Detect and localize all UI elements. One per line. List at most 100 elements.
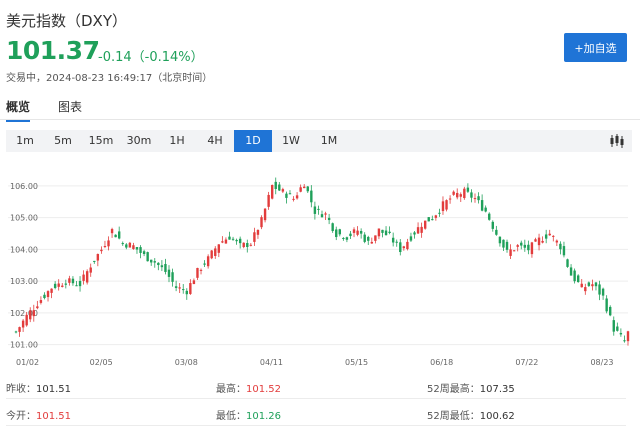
candle-body: [413, 232, 416, 235]
candle-body: [434, 215, 438, 218]
candle-body: [185, 290, 188, 295]
candle-body: [587, 282, 591, 286]
candle-body: [406, 241, 409, 250]
tab-overview[interactable]: 概览: [6, 98, 31, 122]
candle-body: [303, 186, 306, 189]
trading-status: 交易中，2024-08-23 16:49:17（北京时间）: [6, 73, 213, 84]
candle-body: [78, 280, 82, 287]
candle-body: [456, 192, 459, 198]
period-4h[interactable]: 4H: [207, 134, 223, 147]
candle-body: [231, 238, 235, 240]
period-1m[interactable]: 1m: [16, 134, 34, 147]
period-30m[interactable]: 30m: [126, 134, 152, 147]
candle-body: [281, 189, 285, 192]
candle-body: [18, 327, 21, 332]
candle-body: [263, 208, 267, 221]
candle-body: [367, 236, 370, 241]
candle-body: [576, 275, 580, 283]
period-5m[interactable]: 5m: [54, 134, 72, 147]
view-tabs: 概览 图表: [6, 98, 110, 122]
stat-prev-close: 昨收：101.51: [6, 384, 71, 395]
candle-body: [50, 288, 53, 293]
candle-body: [498, 236, 502, 244]
candle-body: [117, 231, 121, 239]
candle-body: [349, 233, 352, 237]
period-selector: 1m 5m 15m 30m 1H 4H 1D 1W 1M: [6, 130, 632, 152]
add-to-watchlist-button[interactable]: +加自选: [564, 33, 627, 62]
y-tick-label: 105.00: [10, 214, 38, 223]
candle-body: [320, 214, 324, 218]
candlestick-chart-icon[interactable]: [608, 133, 626, 149]
candle-body: [110, 229, 114, 234]
candle-body: [93, 260, 96, 262]
y-tick-label: 104.00: [10, 245, 38, 254]
candle-body: [509, 249, 512, 256]
candle-body: [527, 244, 530, 251]
candle-body: [246, 243, 249, 247]
candle-body: [548, 233, 551, 236]
candle-body: [228, 236, 231, 240]
candle-body: [85, 271, 89, 283]
candle-body: [427, 217, 430, 222]
candle-body: [224, 239, 228, 244]
candle-body: [505, 241, 509, 250]
candle-body: [206, 256, 210, 267]
candle-body: [164, 263, 167, 272]
y-tick-label: 103.00: [10, 277, 38, 286]
candle-body: [491, 221, 494, 229]
candle-body: [555, 240, 559, 243]
candle-body: [352, 229, 356, 233]
candle-body: [598, 284, 601, 295]
candle-body: [100, 249, 103, 252]
period-1mo[interactable]: 1M: [320, 134, 338, 147]
candle-body: [14, 331, 18, 333]
candle-body: [199, 269, 203, 271]
candle-body: [562, 246, 566, 256]
candle-body: [71, 278, 75, 284]
x-tick-label: 08/23: [590, 358, 613, 367]
candle-body: [512, 250, 516, 252]
stat-high: 最高：101.52: [216, 384, 281, 395]
candle-body: [534, 239, 537, 242]
candle-body: [39, 300, 43, 303]
candle-body: [221, 241, 224, 243]
candle-body: [214, 248, 217, 256]
candle-body: [484, 207, 487, 212]
candle-body: [29, 310, 32, 320]
candle-body: [238, 238, 242, 244]
candle-body: [612, 320, 615, 332]
candle-body: [402, 246, 406, 249]
candle-body: [182, 289, 185, 291]
period-15m[interactable]: 15m: [88, 134, 114, 147]
candle-body: [21, 320, 25, 328]
period-1h[interactable]: 1H: [169, 134, 185, 147]
candle-body: [32, 310, 35, 317]
period-1d[interactable]: 1D: [234, 130, 272, 152]
candle-body: [377, 228, 381, 237]
candle-body: [75, 285, 78, 287]
candle-body: [61, 285, 64, 287]
stat-52w-high: 52周最高：107.35: [427, 384, 515, 395]
candle-body: [470, 192, 473, 198]
candle-body: [573, 270, 576, 282]
candle-body: [146, 252, 149, 262]
candle-body: [416, 227, 420, 234]
candle-body: [331, 223, 334, 232]
x-tick-label: 03/08: [175, 358, 198, 367]
candle-body: [438, 212, 441, 214]
tab-chart[interactable]: 图表: [58, 100, 83, 114]
period-1w[interactable]: 1W: [282, 134, 300, 147]
candle-body: [584, 287, 587, 292]
candle-body: [253, 232, 256, 242]
candle-body: [480, 200, 484, 211]
x-tick-label: 07/22: [515, 358, 538, 367]
candle-body: [217, 244, 221, 253]
candle-body: [235, 239, 238, 242]
candle-body: [53, 283, 57, 288]
candle-body: [502, 239, 505, 248]
candle-body: [295, 195, 299, 199]
candle-body: [153, 261, 156, 263]
stats-divider: [6, 425, 626, 426]
candle-body: [285, 193, 288, 198]
candle-body: [160, 265, 164, 268]
